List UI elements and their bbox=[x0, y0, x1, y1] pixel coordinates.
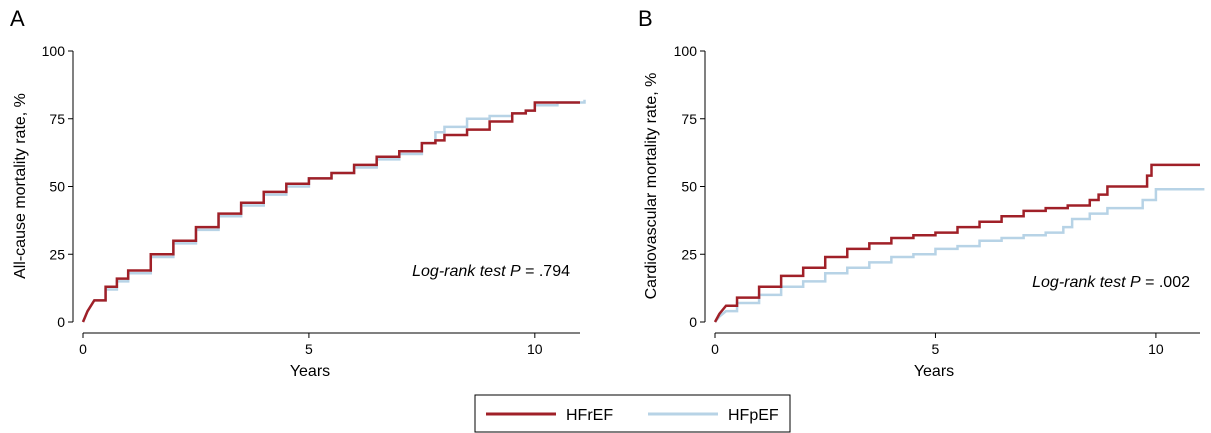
annotation-value-a: = .794 bbox=[521, 263, 570, 280]
plot-area-b bbox=[713, 163, 1205, 323]
y-axis-title-a: All-cause mortality rate, % bbox=[12, 93, 29, 279]
axes-a: 0 25 50 75 100 0 5 10 bbox=[42, 43, 580, 357]
axes-b: 0 25 50 75 100 0 5 10 bbox=[674, 43, 1200, 357]
y-tick-label: 50 bbox=[49, 179, 65, 195]
series-line-hfpef bbox=[81, 99, 586, 323]
x-tick-label: 0 bbox=[79, 341, 87, 357]
series-line-hfref bbox=[713, 163, 1200, 323]
annotation-prefix-a: Log-rank test bbox=[412, 263, 510, 280]
x-axis-title-a: Years bbox=[290, 363, 330, 380]
panel-letter-a: A bbox=[10, 6, 25, 31]
series-line-hfpef bbox=[714, 187, 1205, 323]
legend-label-hfref: HFrEF bbox=[566, 407, 613, 424]
legend: HFrEF HFpEF bbox=[474, 394, 791, 433]
y-tick-label: 100 bbox=[674, 43, 698, 59]
y-tick-label: 0 bbox=[57, 314, 65, 330]
x-tick-label: 0 bbox=[711, 341, 719, 357]
panel-a: A 0 25 50 75 100 0 5 10 Years All-cause mortali… bbox=[10, 6, 586, 380]
y-tick-label: 0 bbox=[689, 314, 697, 330]
x-axis-title-b: Years bbox=[914, 363, 954, 380]
x-tick-label: 10 bbox=[527, 341, 543, 357]
annotation-value-b: = .002 bbox=[1141, 274, 1190, 291]
annotation-prefix-b: Log-rank test bbox=[1032, 274, 1130, 291]
x-tick-label: 5 bbox=[305, 341, 313, 357]
x-tick-label: 5 bbox=[932, 341, 940, 357]
panel-b: B 0 25 50 75 100 0 5 10 Years Cardiovascular mo… bbox=[638, 6, 1205, 380]
log-rank-annotation-b: Log-rank test P = .002 bbox=[1032, 274, 1190, 291]
x-tick-label: 10 bbox=[1148, 341, 1164, 357]
panel-letter-b: B bbox=[638, 6, 653, 31]
log-rank-annotation-a: Log-rank test P = .794 bbox=[412, 263, 570, 280]
annotation-p-a: P bbox=[510, 263, 521, 280]
annotation-p-b: P bbox=[1130, 274, 1141, 291]
y-tick-label: 50 bbox=[681, 179, 697, 195]
series-line-hfref bbox=[81, 101, 580, 323]
y-tick-label: 75 bbox=[49, 111, 65, 127]
y-axis-title-b: Cardiovascular mortality rate, % bbox=[643, 73, 660, 300]
y-tick-label: 100 bbox=[42, 43, 66, 59]
y-tick-label: 25 bbox=[681, 246, 697, 262]
legend-label-hfpef: HFpEF bbox=[728, 407, 779, 424]
y-tick-label: 75 bbox=[681, 111, 697, 127]
plot-area-a bbox=[81, 99, 586, 323]
y-tick-label: 25 bbox=[49, 246, 65, 262]
